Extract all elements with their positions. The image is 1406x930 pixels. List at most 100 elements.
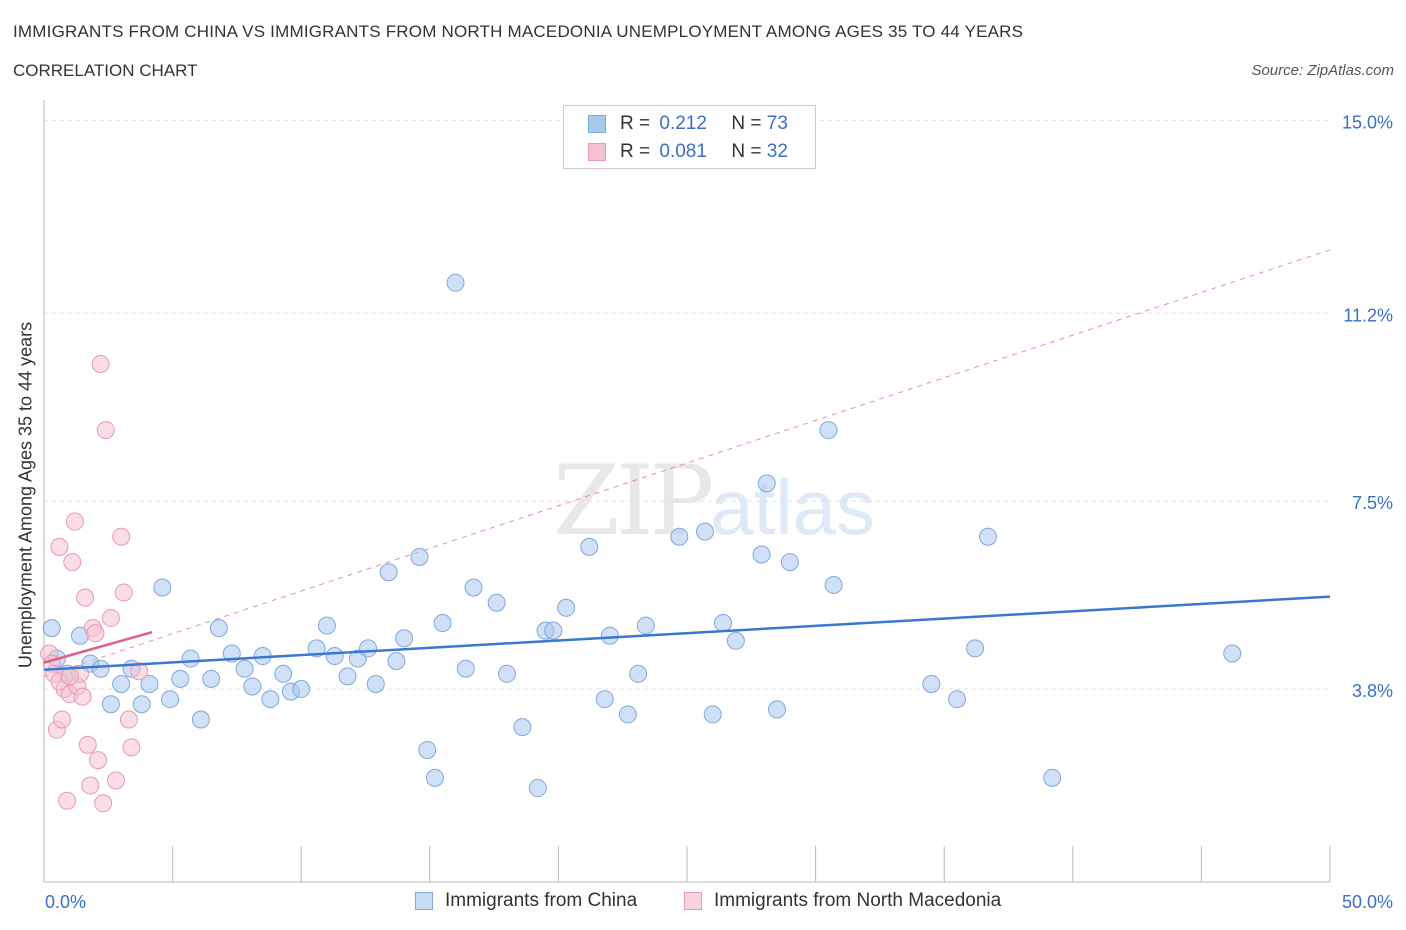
y-tick-label: 7.5% — [1352, 493, 1393, 513]
macedonia-r-value: 0.081 — [659, 141, 707, 162]
china-point — [580, 537, 599, 556]
china-point — [978, 527, 997, 546]
china-point — [757, 474, 776, 493]
china-point — [922, 674, 941, 693]
china-point — [338, 667, 357, 686]
china-swatch — [588, 115, 606, 133]
macedonia-point — [73, 687, 92, 706]
china-point — [600, 626, 619, 645]
china-point — [274, 664, 293, 683]
macedonia-point — [96, 421, 115, 440]
china-r-label: R = — [620, 113, 656, 134]
china-point — [209, 619, 228, 638]
macedonia-point — [76, 588, 95, 607]
china-point — [528, 779, 547, 798]
china-n-label: N = — [731, 113, 767, 134]
china-trend-line — [43, 595, 1331, 671]
china-point — [948, 690, 967, 709]
china-point — [171, 669, 190, 688]
correlation-legend: R = 0.212 N = 73 R = 0.081 N = 32 — [563, 105, 816, 169]
bottom-china-label: Immigrants from China — [445, 890, 638, 911]
china-point — [696, 522, 715, 541]
china-point — [618, 705, 637, 724]
chart-title: IMMIGRANTS FROM CHINA VS IMMIGRANTS FROM… — [13, 22, 1024, 41]
china-point — [595, 690, 614, 709]
china-point — [410, 548, 429, 567]
china-n-value: 73 — [766, 113, 788, 134]
china-point — [191, 710, 210, 729]
china-point — [464, 578, 483, 597]
x-tick-label: 50.0% — [1342, 892, 1393, 912]
bottom-macedonia-swatch — [684, 892, 702, 910]
source-label: Source: ZipAtlas.com — [1251, 62, 1394, 79]
china-point — [161, 690, 180, 709]
china-point — [513, 718, 532, 737]
watermark-sub: atlas — [710, 463, 875, 551]
china-point — [153, 578, 172, 597]
china-point — [703, 705, 722, 724]
chart-subtitle: CORRELATION CHART — [13, 61, 198, 80]
macedonia-point — [130, 662, 149, 681]
china-point — [395, 629, 414, 648]
china-point — [819, 421, 838, 440]
macedonia-n-label: N = — [731, 141, 767, 162]
china-point — [181, 649, 200, 668]
macedonia-point — [91, 355, 110, 374]
china-point — [202, 669, 221, 688]
y-tick-label: 15.0% — [1342, 112, 1393, 132]
macedonia-point — [89, 751, 108, 770]
china-point — [768, 700, 787, 719]
china-point — [359, 639, 378, 658]
china-point — [132, 695, 151, 714]
bottom-legend-macedonia: Immigrants from North Macedonia — [684, 890, 1001, 912]
macedonia-n-value: 32 — [766, 141, 788, 162]
macedonia-point — [65, 512, 84, 531]
china-point — [140, 674, 159, 693]
china-point — [112, 674, 131, 693]
china-point — [292, 680, 311, 699]
macedonia-point — [94, 794, 113, 813]
macedonia-point — [53, 710, 72, 729]
china-point — [379, 563, 398, 582]
china-point — [497, 664, 516, 683]
macedonia-point — [107, 771, 126, 790]
china-point — [446, 273, 465, 292]
macedonia-point — [60, 667, 79, 686]
china-point — [670, 527, 689, 546]
bottom-china-swatch — [415, 892, 433, 910]
legend-row-china: R = 0.212 N = 73 — [588, 113, 788, 135]
y-axis-label: Unemployment Among Ages 35 to 44 years — [15, 321, 36, 669]
china-point — [418, 740, 437, 759]
macedonia-trend-extended — [43, 249, 1331, 677]
x-tick-label: 0.0% — [45, 892, 86, 912]
macedonia-trend-line — [43, 630, 153, 664]
macedonia-point — [63, 553, 82, 572]
china-point — [325, 647, 344, 666]
macedonia-point — [101, 608, 120, 627]
china-point — [752, 545, 771, 564]
china-point — [714, 614, 733, 633]
china-r-value: 0.212 — [659, 113, 707, 134]
china-point — [307, 639, 326, 658]
y-tick-label: 11.2% — [1343, 305, 1393, 325]
china-point — [456, 659, 475, 678]
macedonia-point — [112, 527, 131, 546]
watermark: ZIPatlas — [553, 445, 875, 557]
china-point — [42, 619, 61, 638]
macedonia-point — [122, 738, 141, 757]
china-point — [91, 659, 110, 678]
china-point — [425, 768, 444, 787]
china-point — [726, 631, 745, 650]
china-point — [780, 553, 799, 572]
bottom-macedonia-label: Immigrants from North Macedonia — [714, 890, 1002, 911]
china-point — [433, 614, 452, 633]
china-point — [317, 616, 336, 635]
china-point — [366, 674, 385, 693]
china-point — [636, 616, 655, 635]
y-tick-label: 3.8% — [1352, 681, 1393, 701]
macedonia-swatch — [588, 143, 606, 161]
macedonia-point — [78, 735, 97, 754]
china-point — [1223, 644, 1242, 663]
china-point — [101, 695, 120, 714]
